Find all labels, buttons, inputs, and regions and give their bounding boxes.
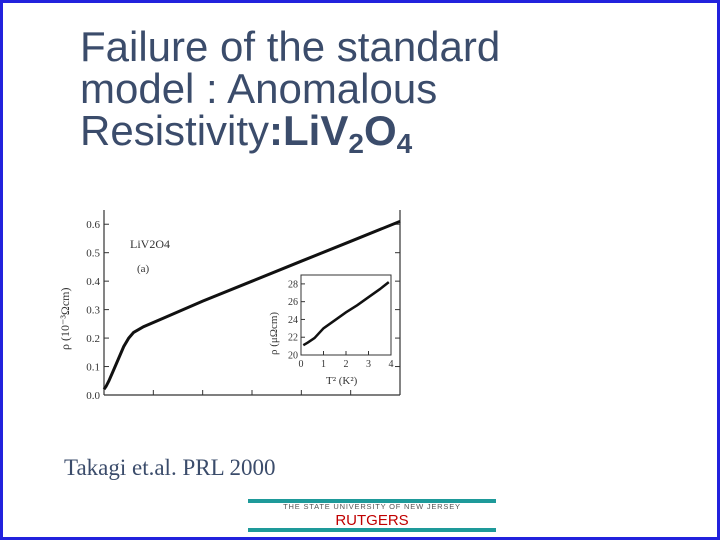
main-y-axis-label: ρ (10⁻³Ωcm) bbox=[58, 288, 72, 351]
main-series-line bbox=[102, 220, 401, 391]
rutgers-logo: THE STATE UNIVERSITY OF NEW JERSEY RUTGE… bbox=[248, 499, 496, 532]
inset-x-tick-label: 2 bbox=[344, 359, 349, 370]
inset-ticks: 20 22 24 26 28 0 1 2 3 4 bbox=[288, 279, 394, 370]
inset-y-tick-label: 20 bbox=[288, 351, 298, 362]
main-y-tick-label: 0.2 bbox=[86, 333, 100, 345]
inset-x-tick-label: 0 bbox=[299, 359, 304, 370]
main-y-tick-label: 0.5 bbox=[86, 248, 100, 260]
formula-v: V bbox=[320, 107, 349, 154]
main-y-ticks: 0.0 0.1 0.2 0.3 0.4 0.5 0.6 bbox=[86, 219, 400, 402]
inset-x-tick-label: 3 bbox=[366, 359, 371, 370]
main-y-tick-label: 0.3 bbox=[86, 305, 100, 317]
inset-y-tick-label: 28 bbox=[288, 279, 298, 290]
logo-bottom-bar bbox=[248, 528, 496, 532]
formula-sub-2: 2 bbox=[348, 128, 364, 159]
inset-series-line bbox=[302, 281, 390, 347]
compound-label: LiV2O4 bbox=[130, 237, 170, 251]
formula-sub-4: 4 bbox=[396, 128, 413, 159]
formula-o: O bbox=[363, 107, 397, 154]
title-line-2: model : Anomalous bbox=[80, 65, 438, 112]
main-y-tick-label: 0.0 bbox=[86, 390, 100, 402]
inset-y-tick-label: 24 bbox=[288, 315, 298, 326]
main-y-tick-label: 0.4 bbox=[86, 276, 100, 288]
inset-x-axis-label: T² (K²) bbox=[326, 375, 358, 387]
main-y-tick-label: 0.1 bbox=[86, 362, 100, 374]
slide-title: Failure of the standard model : Anomalou… bbox=[80, 23, 680, 160]
title-line-1: Failure of the standard bbox=[80, 23, 501, 70]
inset-y-tick-label: 22 bbox=[288, 333, 298, 344]
logo-top-bar bbox=[248, 499, 496, 503]
title-colon: : bbox=[269, 107, 284, 154]
main-y-tick-label: 0.6 bbox=[86, 219, 100, 231]
resistivity-chart: 0.0 0.1 0.2 0.3 0.4 0.5 0.6 ρ (10⁻³Ωcm) LiV2O4… bbox=[58, 210, 401, 402]
inset-x-tick-label: 1 bbox=[321, 359, 326, 370]
title-resistivity: Resistivity bbox=[80, 107, 270, 154]
formula-li: Li bbox=[283, 107, 321, 154]
logo-subtext: THE STATE UNIVERSITY OF NEW JERSEY bbox=[283, 502, 461, 511]
citation: Takagi et.al. PRL 2000 bbox=[64, 455, 276, 480]
inset-frame bbox=[300, 274, 392, 356]
inset-y-tick-label: 26 bbox=[288, 297, 298, 308]
inset-y-axis-label: ρ (μΩcm) bbox=[268, 312, 280, 355]
panel-label: (a) bbox=[137, 263, 150, 275]
logo-text: RUTGERS bbox=[335, 512, 409, 529]
title-line-3: Resistivity:LiV2O4 bbox=[80, 107, 680, 160]
inset-x-tick-label: 4 bbox=[389, 359, 394, 370]
inset-plot-axes bbox=[300, 274, 392, 356]
